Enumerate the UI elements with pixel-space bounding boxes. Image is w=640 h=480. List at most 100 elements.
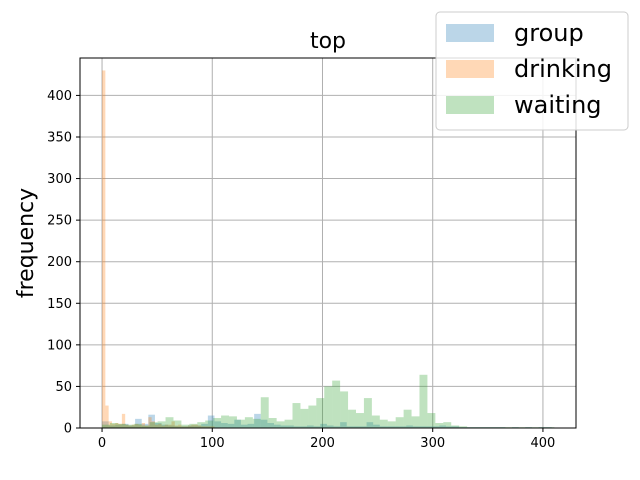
bar-group	[353, 426, 360, 428]
bar-waiting	[332, 380, 341, 428]
legend-swatch-group	[446, 24, 494, 42]
bar-waiting	[435, 423, 444, 428]
bar-drinking	[135, 423, 139, 428]
bar-waiting	[102, 424, 110, 428]
bar-waiting	[387, 421, 396, 428]
legend-swatch-drinking	[446, 60, 494, 78]
bar-group	[174, 426, 182, 428]
y-tick-label: 200	[47, 255, 72, 270]
bar-waiting	[292, 403, 301, 428]
bar-group	[240, 424, 248, 428]
bar-group	[432, 426, 440, 428]
x-tick-label: 300	[420, 436, 445, 451]
bar-drinking	[204, 426, 208, 428]
bar-group	[161, 424, 169, 428]
bar-group	[307, 425, 314, 428]
bar-group	[373, 424, 380, 428]
bar-waiting	[348, 409, 356, 428]
bar-drinking	[111, 423, 116, 428]
series-waiting	[102, 374, 555, 428]
bar-group	[273, 424, 281, 428]
bar-group	[393, 426, 400, 428]
bar-group	[293, 426, 301, 428]
bar-drinking	[102, 70, 106, 428]
bar-waiting	[411, 416, 420, 428]
bar-group	[267, 423, 274, 428]
bar-drinking	[188, 425, 192, 428]
bar-drinking	[197, 425, 202, 428]
legend-label-waiting: waiting	[514, 91, 602, 119]
bar-drinking	[181, 426, 185, 428]
bar-waiting	[117, 423, 126, 428]
bar-waiting	[125, 424, 134, 428]
bar-group	[426, 426, 433, 428]
bar-waiting	[205, 420, 214, 428]
bar-drinking	[178, 424, 182, 428]
bar-group	[280, 425, 288, 428]
y-tick-label: 150	[47, 297, 72, 312]
bar-group	[346, 426, 354, 428]
bar-drinking	[105, 405, 109, 428]
bar-group	[227, 423, 235, 428]
bar-group	[333, 426, 341, 428]
bar-drinking	[168, 424, 172, 428]
bar-drinking	[141, 423, 146, 428]
bar-waiting	[229, 416, 237, 428]
bar-drinking	[121, 413, 126, 428]
bar-waiting	[340, 391, 349, 428]
y-axis-label: frequency	[14, 188, 39, 298]
bar-drinking	[118, 423, 122, 428]
bar-group	[359, 426, 367, 428]
bar-drinking	[161, 425, 165, 428]
bar-waiting	[221, 415, 230, 428]
histogram-bars	[102, 70, 555, 428]
bar-waiting	[165, 417, 174, 428]
bar-group	[419, 426, 427, 428]
bar-group	[254, 413, 261, 428]
plot-frame	[79, 57, 577, 429]
bar-waiting	[371, 415, 380, 428]
bar-waiting	[308, 405, 317, 428]
bar-waiting	[252, 418, 261, 428]
bar-group	[313, 426, 321, 428]
bar-group	[141, 423, 149, 428]
bar-group	[386, 426, 394, 428]
x-tick-label: 400	[531, 436, 556, 451]
bar-drinking	[174, 425, 179, 428]
bar-group	[247, 423, 255, 428]
bar-group	[214, 421, 222, 428]
bar-drinking	[201, 426, 205, 428]
bar-group	[320, 423, 327, 428]
bar-waiting	[173, 420, 182, 428]
bar-group	[207, 415, 215, 428]
bar-drinking	[211, 426, 215, 428]
legend-label-group: group	[514, 19, 584, 47]
x-tick-label: 100	[200, 436, 225, 451]
bar-group	[260, 419, 268, 428]
bar-waiting	[443, 422, 452, 428]
bar-waiting	[197, 422, 206, 428]
bar-waiting	[363, 398, 372, 428]
bar-waiting	[109, 423, 118, 428]
bar-waiting	[181, 424, 190, 428]
bar-waiting	[300, 408, 309, 428]
bar-waiting	[379, 419, 388, 428]
bar-group	[148, 414, 155, 428]
bar-waiting	[157, 421, 166, 428]
legend: group drinking waiting	[435, 11, 629, 131]
series-drinking	[102, 70, 215, 428]
bar-drinking	[131, 424, 136, 428]
bar-group	[181, 426, 189, 428]
bar-drinking	[164, 424, 169, 428]
bar-group	[340, 422, 347, 428]
bar-waiting	[189, 423, 198, 428]
bar-group	[108, 425, 116, 428]
bar-group	[412, 426, 420, 428]
bar-waiting	[284, 419, 293, 428]
y-tick-label: 350	[47, 130, 72, 145]
bar-waiting	[324, 386, 333, 428]
bar-waiting	[268, 418, 277, 428]
bar-drinking	[191, 424, 195, 428]
bar-waiting	[236, 419, 245, 428]
